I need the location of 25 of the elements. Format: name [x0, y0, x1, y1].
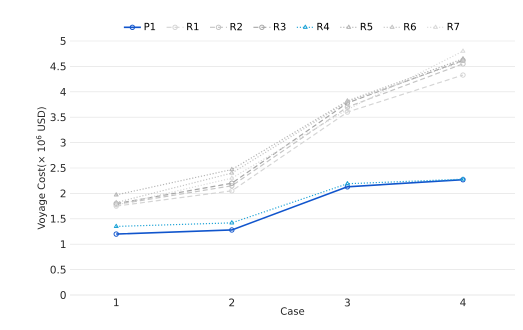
- x-tick-label: 1: [114, 298, 119, 306]
- x-tick-label: 4: [460, 298, 466, 306]
- y-tick-label: 4.5: [50, 62, 66, 70]
- y-tick-label: 1.5: [50, 214, 66, 223]
- y-tick-label: 3: [60, 138, 66, 147]
- y-tick-label: 2: [60, 190, 66, 198]
- y-axis-title: Voyage Cost(× 10$^{6}$ USD): [36, 107, 47, 230]
- legend-label: R6: [404, 22, 416, 30]
- y-tick-label: 0: [60, 291, 66, 299]
- legend-label: R3: [274, 22, 286, 30]
- x-tick-label: 3: [344, 298, 350, 306]
- legend-label: R2: [230, 22, 242, 30]
- y-tick-label: 1: [60, 240, 66, 248]
- legend-label: R1: [187, 22, 199, 30]
- y-tick-label: 4: [60, 88, 66, 96]
- y-tick-label: 3.5: [50, 113, 66, 122]
- legend-label: R4: [317, 22, 330, 30]
- x-tick-label: 2: [229, 298, 234, 306]
- y-tick-label: 0.5: [50, 266, 66, 274]
- legend-label: R5: [360, 22, 372, 30]
- x-axis-title: Case: [280, 307, 304, 315]
- y-tick-label: 2.5: [50, 164, 66, 172]
- legend-label: P1: [144, 22, 156, 30]
- legend-label: R7: [448, 22, 460, 30]
- y-tick-label: 5: [60, 37, 66, 45]
